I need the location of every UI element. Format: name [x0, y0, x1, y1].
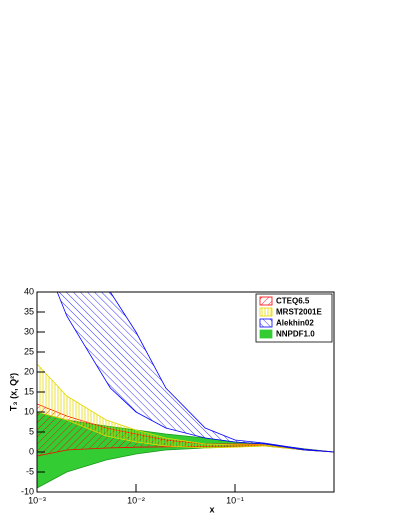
y-tick-label: 10	[24, 406, 34, 416]
legend-swatch	[259, 329, 273, 339]
band-edge	[56, 292, 334, 453]
y-tick-label: 5	[29, 426, 34, 436]
legend-label: MRST2001E	[276, 308, 322, 317]
band	[57, 292, 334, 452]
y-tick-label: 20	[24, 366, 34, 376]
legend-swatch	[259, 307, 273, 317]
legend-swatch	[259, 318, 273, 328]
x-tick-label: 10⁻²	[127, 495, 145, 505]
band	[37, 404, 334, 456]
y-tick-label: 40	[24, 286, 34, 296]
legend-label: NNPDF1.0	[276, 330, 315, 339]
y-tick-label: 0	[29, 446, 34, 456]
y-axis-label: T₃ (x, Q²)	[8, 373, 18, 411]
y-tick-label: 15	[24, 386, 34, 396]
legend-label: Alekhin02	[276, 319, 314, 328]
y-tick-label: 30	[24, 326, 34, 336]
legend-swatch	[259, 296, 273, 306]
y-tick-label: -5	[26, 466, 34, 476]
band-edge	[109, 292, 334, 453]
band-edge	[37, 411, 334, 453]
y-tick-label: 35	[24, 306, 34, 316]
y-tick-label: 25	[24, 346, 34, 356]
legend-label: CTEQ6.5	[276, 297, 310, 306]
y-tick-label: -10	[21, 486, 34, 496]
x-axis-label: x	[209, 504, 214, 514]
band	[37, 364, 334, 452]
x-tick-label: 10⁻¹	[226, 495, 244, 505]
x-tick-label: 10⁻³	[28, 495, 46, 505]
plot-area	[37, 292, 334, 489]
